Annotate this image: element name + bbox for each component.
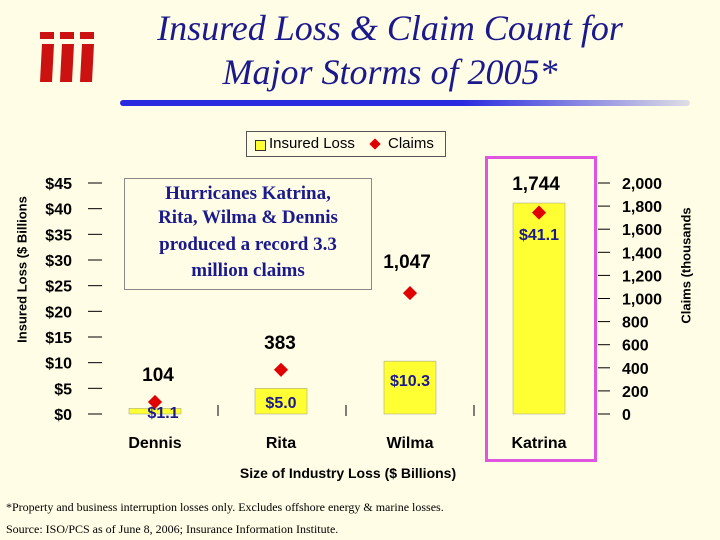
title-line-2: Major Storms of 2005* xyxy=(222,52,558,92)
bar-value-label: $10.3 xyxy=(390,373,430,390)
claims-value-label: 1,047 xyxy=(383,252,431,273)
y-right-tick-label: 800 xyxy=(622,315,649,332)
bar-insured-loss-wilma xyxy=(383,360,437,415)
x-category-label: Rita xyxy=(266,435,296,452)
slide-title: Insured Loss & Claim Count for Major Sto… xyxy=(120,6,660,94)
y-right-tick-label: 1,000 xyxy=(622,292,662,309)
y-left-tick-label: $40 xyxy=(45,202,72,219)
marker-claims-dennis xyxy=(147,394,163,410)
bar-value-label: $5.0 xyxy=(265,395,296,412)
marker-claims-wilma xyxy=(402,286,418,301)
y-left-tick-label: $20 xyxy=(45,304,72,321)
title-line-1: Insured Loss & Claim Count for xyxy=(157,8,623,48)
y-left-tick-label: $10 xyxy=(45,356,72,373)
katrina-highlight-box xyxy=(485,156,597,462)
y-left-tick-label: $45 xyxy=(45,176,72,193)
y-right-tick-label: 400 xyxy=(622,361,649,378)
x-category-label: Wilma xyxy=(387,435,434,452)
iii-logo-icon xyxy=(40,32,94,82)
legend-label-claims: Claims xyxy=(388,135,434,152)
legend-swatch-insured-loss xyxy=(255,140,266,151)
y-right-tick-label: 200 xyxy=(622,384,649,401)
y-right-tick-label: 1,800 xyxy=(622,199,662,216)
y-left-tick-label: $5 xyxy=(54,381,72,398)
annotation-line-1: Hurricanes Katrina, xyxy=(165,183,331,204)
annotation-box: Hurricanes Katrina, Rita, Wilma & Dennis… xyxy=(124,178,372,290)
bar-value-label: $41.1 xyxy=(519,227,559,244)
y-right-tick-label: 2,000 xyxy=(622,176,662,193)
marker-claims-rita xyxy=(273,362,289,377)
marker-claims-katrina xyxy=(531,205,547,220)
annotation-line-4: million claims xyxy=(191,260,305,281)
title-divider xyxy=(120,100,690,106)
y-left-tick-label: $15 xyxy=(45,330,72,347)
x-category-label: Katrina xyxy=(511,435,566,452)
y-left-tick-label: $35 xyxy=(45,227,72,244)
annotation-line-3: produced a record 3.3 xyxy=(159,234,337,255)
y-left-tick-label: $30 xyxy=(45,253,72,270)
chart-legend: Insured Loss Claims xyxy=(246,131,446,157)
y-right-tick-label: 1,400 xyxy=(622,245,662,262)
y-left-tick-label: $0 xyxy=(54,407,72,424)
y-left-tick-label: $25 xyxy=(45,279,72,296)
bar-insured-loss-rita xyxy=(254,388,308,415)
y-right-tick-label: 0 xyxy=(622,407,631,424)
source-note: Source: ISO/PCS as of June 8, 2006; Insu… xyxy=(6,522,339,536)
y-right-tick-label: 1,600 xyxy=(622,222,662,239)
claims-value-label: 104 xyxy=(142,365,174,386)
claims-value-label: 383 xyxy=(264,333,296,354)
legend-label-insured-loss: Insured Loss xyxy=(269,135,355,152)
bar-value-label: $1.1 xyxy=(147,405,178,422)
claims-value-label: 1,744 xyxy=(512,174,560,195)
bar-insured-loss-katrina xyxy=(512,202,566,415)
annotation-line-2: Rita, Wilma & Dennis xyxy=(158,207,338,228)
x-axis-title: Size of Industry Loss ($ Billions) xyxy=(240,465,456,481)
y-right-tick-label: 1,200 xyxy=(622,268,662,285)
footnote: *Property and business interruption loss… xyxy=(6,500,444,514)
y-right-tick-label: 600 xyxy=(622,338,649,355)
x-category-label: Dennis xyxy=(128,435,181,452)
